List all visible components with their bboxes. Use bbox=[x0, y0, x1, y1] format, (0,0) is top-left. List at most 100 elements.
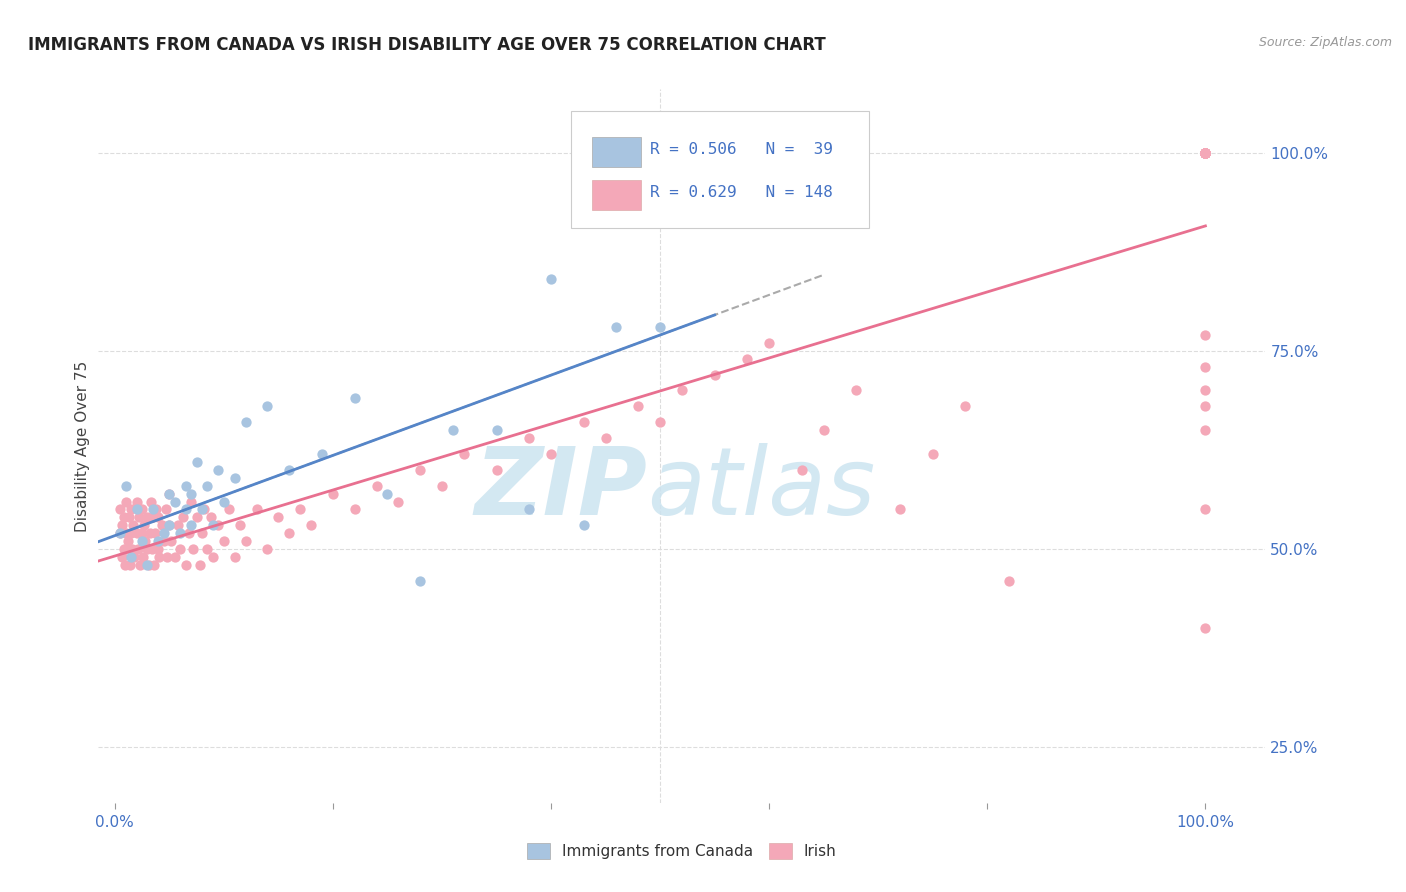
FancyBboxPatch shape bbox=[571, 111, 869, 228]
Point bbox=[112, 542, 135, 557]
Point bbox=[813, 423, 835, 437]
Point bbox=[278, 526, 301, 541]
Point bbox=[197, 542, 219, 557]
Point bbox=[343, 502, 366, 516]
Point bbox=[1194, 145, 1216, 160]
Point bbox=[1194, 145, 1216, 160]
Point bbox=[141, 542, 163, 557]
Point bbox=[134, 518, 156, 533]
Point bbox=[180, 494, 202, 508]
Point bbox=[889, 502, 911, 516]
Point bbox=[1194, 145, 1216, 160]
Point bbox=[648, 415, 671, 429]
Point bbox=[1194, 145, 1216, 160]
Point bbox=[186, 455, 208, 469]
Point bbox=[186, 510, 208, 524]
Point bbox=[517, 431, 540, 445]
Point bbox=[153, 534, 176, 549]
Point bbox=[1194, 145, 1216, 160]
Point bbox=[1194, 145, 1216, 160]
Point bbox=[453, 447, 475, 461]
Point bbox=[485, 423, 508, 437]
Point bbox=[114, 494, 136, 508]
Point bbox=[572, 518, 595, 533]
Text: IMMIGRANTS FROM CANADA VS IRISH DISABILITY AGE OVER 75 CORRELATION CHART: IMMIGRANTS FROM CANADA VS IRISH DISABILI… bbox=[28, 36, 825, 54]
Point bbox=[150, 518, 173, 533]
Point bbox=[1194, 145, 1216, 160]
Point bbox=[485, 463, 508, 477]
Point bbox=[224, 549, 246, 564]
Point bbox=[1194, 145, 1216, 160]
Point bbox=[212, 534, 235, 549]
Point bbox=[229, 518, 252, 533]
FancyBboxPatch shape bbox=[592, 137, 641, 167]
Point bbox=[256, 542, 278, 557]
Point bbox=[1194, 145, 1216, 160]
Point bbox=[121, 542, 143, 557]
Point bbox=[120, 526, 142, 541]
Point bbox=[153, 526, 176, 541]
Point bbox=[128, 510, 150, 524]
Point bbox=[1194, 621, 1216, 635]
Point bbox=[138, 558, 160, 572]
Text: R = 0.629   N = 148: R = 0.629 N = 148 bbox=[651, 186, 834, 200]
Point bbox=[1194, 328, 1216, 343]
Point bbox=[174, 478, 197, 492]
Point bbox=[235, 534, 257, 549]
Point bbox=[118, 558, 141, 572]
Point bbox=[1194, 145, 1216, 160]
Point bbox=[191, 526, 214, 541]
Point bbox=[737, 351, 759, 366]
Point bbox=[188, 558, 211, 572]
Point bbox=[1194, 820, 1216, 834]
Point bbox=[125, 502, 148, 516]
Point bbox=[131, 526, 153, 541]
Point bbox=[111, 518, 134, 533]
Point bbox=[125, 494, 148, 508]
Point bbox=[1194, 145, 1216, 160]
Point bbox=[114, 542, 136, 557]
Point bbox=[145, 502, 167, 516]
Point bbox=[245, 502, 267, 516]
Point bbox=[201, 549, 224, 564]
Legend: Immigrants from Canada, Irish: Immigrants from Canada, Irish bbox=[527, 844, 837, 859]
Point bbox=[627, 400, 650, 414]
Point bbox=[110, 526, 132, 541]
Point bbox=[142, 510, 165, 524]
Point bbox=[955, 400, 977, 414]
Point bbox=[207, 518, 229, 533]
Point bbox=[703, 368, 725, 382]
Point bbox=[157, 486, 180, 500]
Point bbox=[193, 502, 215, 516]
Point bbox=[1194, 145, 1216, 160]
Point bbox=[143, 526, 166, 541]
Point bbox=[343, 392, 366, 406]
Point bbox=[136, 558, 159, 572]
Point bbox=[169, 542, 191, 557]
Point bbox=[1194, 502, 1216, 516]
Point bbox=[139, 494, 162, 508]
Point bbox=[278, 463, 301, 477]
Point bbox=[595, 431, 617, 445]
Point bbox=[790, 463, 813, 477]
Point bbox=[174, 502, 197, 516]
Point bbox=[131, 502, 153, 516]
Point bbox=[1194, 145, 1216, 160]
Point bbox=[1194, 145, 1216, 160]
Point bbox=[1194, 423, 1216, 437]
Point bbox=[218, 502, 240, 516]
Point bbox=[430, 478, 453, 492]
Point bbox=[110, 502, 132, 516]
Point bbox=[131, 534, 153, 549]
Point bbox=[191, 502, 214, 516]
Text: Source: ZipAtlas.com: Source: ZipAtlas.com bbox=[1258, 36, 1392, 49]
Point bbox=[1194, 359, 1216, 374]
Point bbox=[1194, 145, 1216, 160]
Point bbox=[1194, 145, 1216, 160]
Point bbox=[1194, 145, 1216, 160]
Point bbox=[134, 534, 156, 549]
Point bbox=[157, 486, 180, 500]
Point bbox=[409, 463, 432, 477]
Point bbox=[173, 510, 195, 524]
Point bbox=[174, 558, 197, 572]
